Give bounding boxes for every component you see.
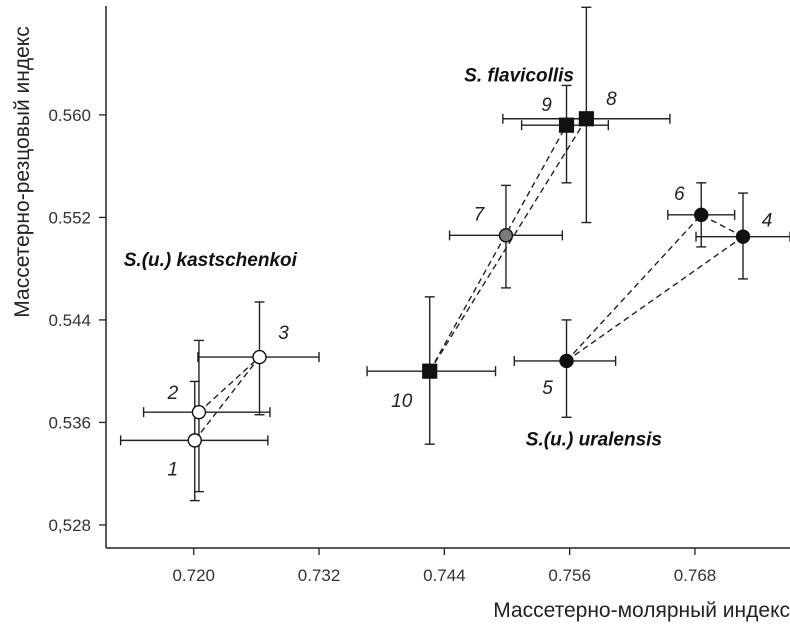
marker-point-4	[735, 229, 751, 244]
y-tick-label: 0,528	[48, 516, 91, 535]
connection-line	[429, 124, 568, 372]
y-tick-label: 0.544	[48, 311, 91, 330]
connection-line	[429, 118, 587, 372]
point-label-5: 5	[542, 378, 553, 399]
marker-point-8	[578, 111, 594, 127]
y-tick-label: 0.560	[48, 106, 91, 125]
group-label-3: S.(u.) uralensis	[526, 429, 662, 450]
marker-point-2	[191, 404, 207, 420]
point-label-2: 2	[167, 383, 179, 404]
x-axis-title: Массетерно-молярный индекс	[493, 599, 790, 622]
connection-line	[566, 236, 744, 362]
point-label-9: 9	[541, 95, 552, 116]
group-label-2: S. flavicollis	[464, 66, 574, 87]
marker-point-9	[558, 117, 575, 133]
y-tick-label: 0.536	[48, 413, 91, 432]
group-label-1: S.(u.) kastschenkoi	[124, 250, 298, 271]
point-label-1: 1	[167, 459, 178, 480]
y-ticks: 0,528 0.536 0.544 0.552 0.560	[48, 106, 106, 535]
marker-point-3	[252, 349, 267, 365]
point-label-7: 7	[474, 204, 486, 225]
connection-line	[194, 356, 261, 441]
y-axis-title: Массетерно-резцовый индекс	[11, 26, 34, 317]
marker-point-6	[694, 207, 709, 223]
error-bar-9	[520, 84, 609, 184]
x-tick-label: 0.720	[172, 566, 215, 585]
point-label-8: 8	[606, 89, 617, 110]
connection-lines	[194, 118, 744, 441]
connection-line	[566, 214, 702, 362]
marker-point-5	[559, 353, 574, 369]
point-label-4: 4	[762, 211, 773, 232]
x-tick-label: 0.756	[548, 566, 591, 585]
x-tick-label: 0.732	[298, 566, 341, 585]
marker-point-10	[422, 363, 438, 379]
x-ticks: 0.720 0.732 0.744 0.756 0.768	[172, 548, 716, 585]
error-bar-5	[513, 319, 617, 419]
point-label-3: 3	[278, 323, 289, 344]
x-tick-label: 0.768	[674, 566, 717, 585]
marker-point-7	[498, 228, 514, 243]
connection-line	[198, 356, 260, 413]
x-tick-label: 0.744	[423, 566, 466, 585]
group-annotations: S.(u.) kastschenkoi S. flavicollis S.(u.) …	[124, 66, 662, 451]
point-label-6: 6	[674, 184, 685, 205]
point-label-10: 10	[391, 391, 413, 412]
y-tick-label: 0.552	[48, 208, 91, 227]
point-labels: 1 2 3 4 5 6 7 8 9 10	[167, 89, 773, 481]
marker-point-1	[187, 433, 202, 448]
data-markers	[187, 111, 751, 448]
axes: 0.720 0.732 0.744 0.756 0.768 0,528 0.536 0.54…	[11, 6, 790, 622]
error-bar-2	[142, 339, 271, 493]
connection-line	[700, 214, 744, 238]
